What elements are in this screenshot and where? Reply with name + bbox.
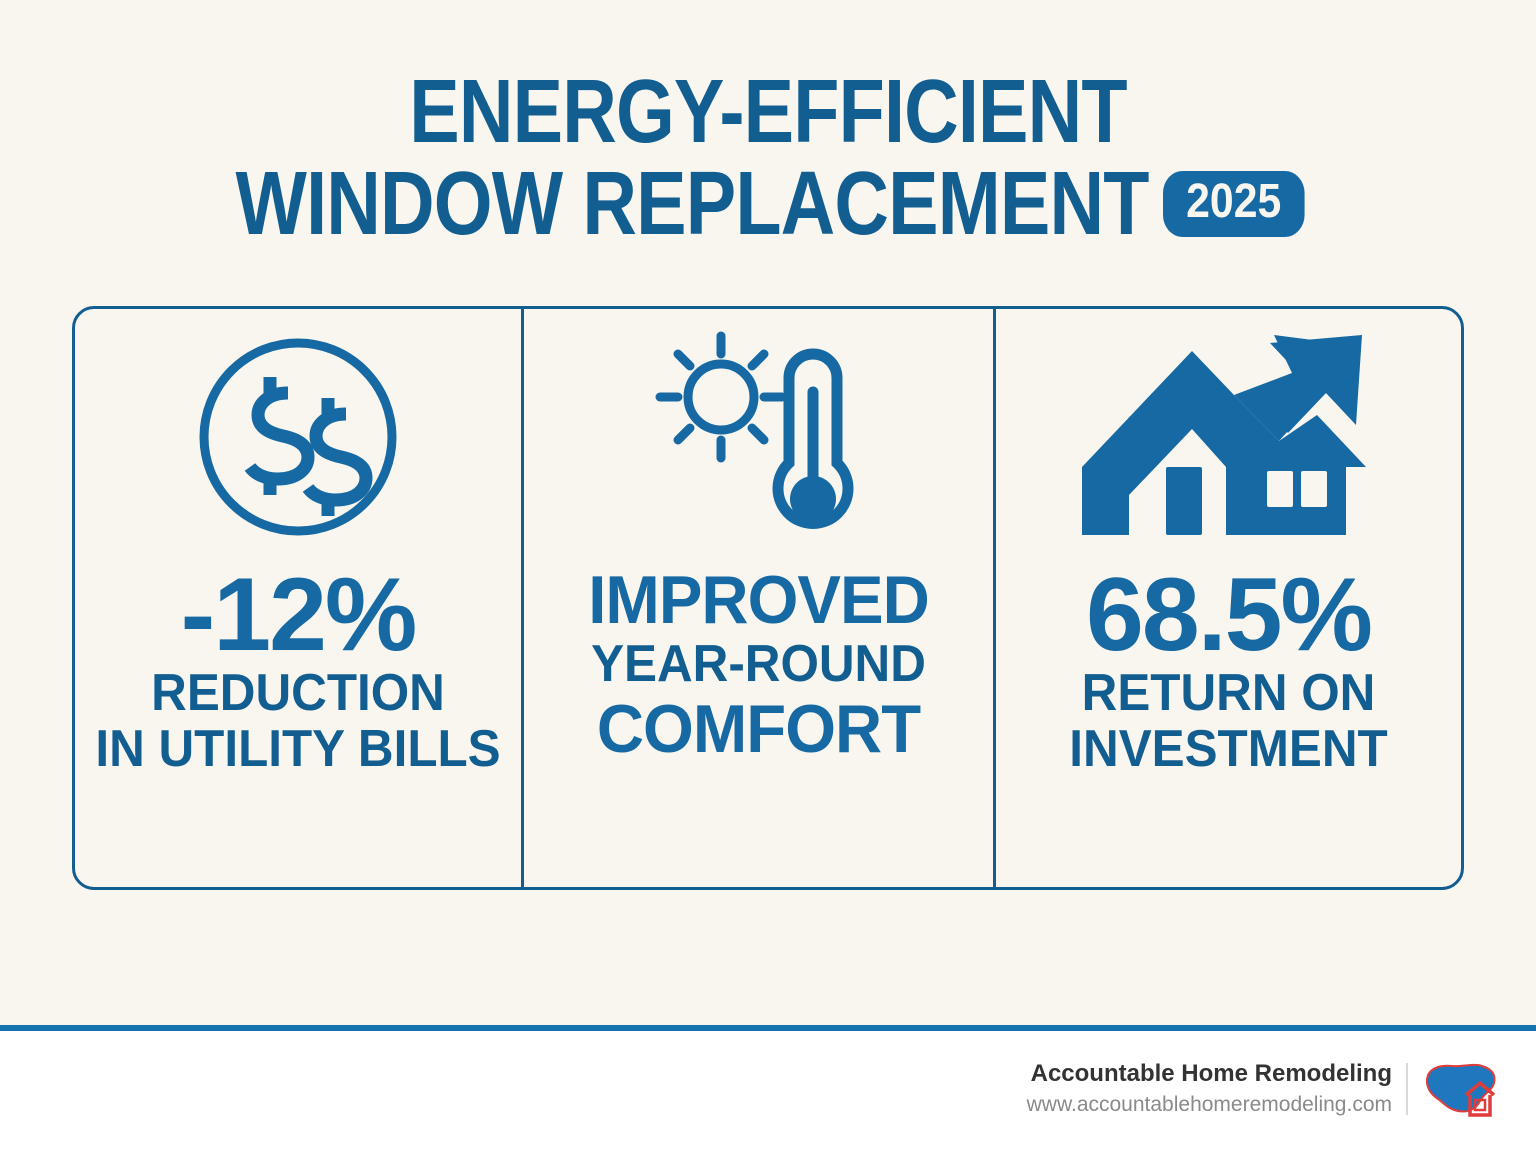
stat-content-roi: 68.5% RETURN ON INVESTMENT xyxy=(996,557,1461,778)
comfort-line-1: IMPROVED xyxy=(588,562,929,638)
header-title-block: ENERGY-EFFICIENT WINDOW REPLACEMENT 2025 xyxy=(0,66,1536,250)
comfort-line-2: YEAR-ROUND xyxy=(591,635,926,693)
page-title-line-2: WINDOW REPLACEMENT xyxy=(235,154,1150,254)
brand-name: Accountable Home Remodeling xyxy=(1030,1060,1392,1087)
house-growth-arrow-icon xyxy=(1081,335,1366,535)
comfort-line-3: COMFORT xyxy=(596,691,921,767)
footer-bar: Accountable Home Remodeling www.accounta… xyxy=(0,1031,1536,1154)
stat-value-roi: 68.5% xyxy=(1086,557,1373,673)
stat-content-utility-bills: -12% REDUCTION IN UTILITY BILLS xyxy=(75,557,521,778)
stat-caption-line-2-utility-bills: IN UTILITY BILLS xyxy=(95,720,501,778)
company-logo-icon xyxy=(1426,1063,1496,1117)
page-title-line-1: ENERGY-EFFICIENT xyxy=(409,62,1127,162)
footer-branding: Accountable Home Remodeling www.accounta… xyxy=(1027,1057,1500,1121)
footer-divider-rule xyxy=(0,1025,1536,1031)
stat-panel-comfort: IMPROVED YEAR-ROUND COMFORT xyxy=(521,309,993,887)
house-growth-arrow-icon-wrap xyxy=(1074,309,1384,565)
sun-thermometer-icon-wrap xyxy=(643,309,875,565)
stat-caption-line-2-roi: INVESTMENT xyxy=(1069,720,1388,778)
page-title-line-2-row: WINDOW REPLACEMENT 2025 xyxy=(123,158,1413,250)
brand-website[interactable]: www.accountablehomeremodeling.com xyxy=(1026,1093,1392,1116)
stats-panel-group: -12% REDUCTION IN UTILITY BILLS xyxy=(72,306,1464,890)
sun-thermometer-icon xyxy=(655,331,853,529)
stat-panel-roi: 68.5% RETURN ON INVESTMENT xyxy=(993,309,1461,887)
dollar-coin-icon-wrap xyxy=(193,309,403,565)
footer-text-block: Accountable Home Remodeling www.accounta… xyxy=(1027,1058,1392,1120)
year-badge: 2025 xyxy=(1163,171,1305,237)
stat-value-utility-bills: -12% xyxy=(180,557,418,673)
stat-caption-line-1-roi: RETURN ON xyxy=(1081,664,1376,722)
dollar-coin-icon xyxy=(199,338,397,536)
stat-panel-utility-bills: -12% REDUCTION IN UTILITY BILLS xyxy=(75,309,521,887)
stat-content-comfort: IMPROVED YEAR-ROUND COMFORT xyxy=(524,565,993,765)
stat-caption-line-1-utility-bills: REDUCTION xyxy=(151,664,445,722)
logo-separator xyxy=(1406,1063,1408,1115)
